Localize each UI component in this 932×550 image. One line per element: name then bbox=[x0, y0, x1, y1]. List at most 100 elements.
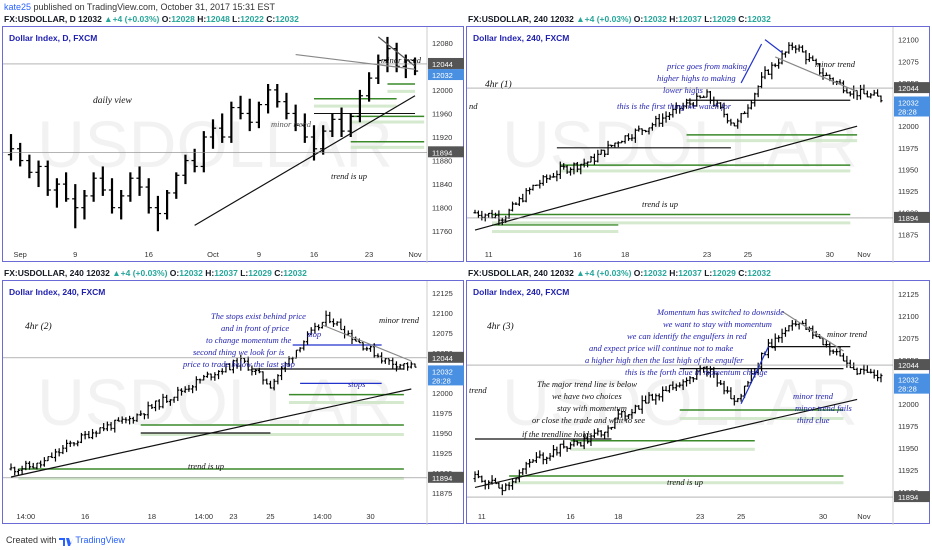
ohlc-bar bbox=[524, 461, 528, 475]
ohlc-bar bbox=[702, 95, 706, 99]
x-tick-label: Nov bbox=[857, 250, 871, 259]
x-tick-label: Sep bbox=[14, 250, 27, 259]
author-link[interactable]: kate25 bbox=[4, 2, 32, 12]
ohlc-bar bbox=[261, 371, 265, 385]
ohlc-bar bbox=[98, 427, 102, 434]
ohlc-bar bbox=[473, 209, 477, 214]
ohlc-bar bbox=[365, 346, 369, 351]
ohlc-bar bbox=[688, 376, 692, 385]
chart-svg-4hr-3: USDOLLAR Dollar Index, 240, FXCM 4hr (3) Mo… bbox=[467, 281, 930, 525]
y-tick-label: 11975 bbox=[898, 144, 918, 153]
ohlc-bar bbox=[50, 452, 54, 459]
ohlc-bar bbox=[369, 345, 373, 352]
ohlc-bar bbox=[599, 430, 603, 438]
ohlc-bar bbox=[780, 328, 784, 343]
ohlc-bar bbox=[72, 442, 76, 447]
ohlc-bar bbox=[480, 475, 484, 483]
annotation: minor trend bbox=[379, 315, 420, 325]
annotation: price to trade below the last stop bbox=[182, 359, 295, 369]
ohlc-bar bbox=[139, 410, 143, 416]
ohlc-bar bbox=[191, 385, 195, 394]
price-tag: 11894 bbox=[432, 474, 452, 483]
ohlc-bar bbox=[739, 112, 743, 124]
ohlc-bar bbox=[569, 442, 573, 450]
ohlc-bar bbox=[39, 460, 43, 468]
ohlc-bar bbox=[490, 209, 494, 219]
ohlc-bar bbox=[246, 98, 253, 132]
ohlc-bar bbox=[487, 212, 491, 218]
ohlc-bar bbox=[255, 101, 263, 129]
ohlc-bar bbox=[783, 51, 787, 58]
ohlc-bar bbox=[265, 378, 269, 385]
ohlc-bar bbox=[630, 408, 634, 419]
ohlc-bar bbox=[630, 134, 634, 142]
y-tick-label: 11925 bbox=[898, 187, 918, 196]
x-tick-label: 23 bbox=[229, 512, 237, 521]
ohlc-bar bbox=[528, 458, 532, 468]
ohlc-bar bbox=[521, 468, 525, 476]
ohlc-bar bbox=[534, 452, 538, 463]
ohlc-bar bbox=[200, 131, 207, 173]
ohlc-bar bbox=[237, 95, 244, 120]
tradingview-brand[interactable]: TradingView bbox=[75, 535, 125, 545]
chart-frame[interactable]: USDOLLAR Dollar Index, 240, FXCM 4hr (1) pr… bbox=[466, 26, 930, 263]
annotation: minor trend bbox=[815, 59, 856, 69]
ohlc-bar bbox=[198, 378, 202, 384]
x-tick-label: 25 bbox=[744, 250, 752, 259]
y-tick-label: 12080 bbox=[432, 39, 453, 48]
view-label: daily view bbox=[93, 96, 132, 106]
ohlc-bar bbox=[627, 414, 631, 419]
ohlc-bar bbox=[872, 89, 876, 96]
y-tick-label: 11960 bbox=[432, 109, 452, 118]
ohlc-bar bbox=[804, 49, 808, 65]
ohlc-bar bbox=[852, 85, 856, 99]
ohlc-bar bbox=[219, 113, 226, 143]
ohlc-bar bbox=[848, 91, 852, 97]
chart-title: Dollar Index, D, FXCM bbox=[9, 33, 97, 43]
y-tick-label: 12125 bbox=[898, 290, 919, 299]
y-tick-label: 11975 bbox=[898, 422, 918, 431]
ohlc-bar bbox=[283, 92, 290, 120]
annotation: to change momentum the bbox=[206, 335, 291, 345]
ohlc-bar bbox=[328, 311, 332, 324]
ohlc-bar bbox=[797, 44, 801, 52]
ohlc-bar bbox=[599, 149, 603, 155]
ohlc-bar bbox=[179, 388, 183, 396]
ohlc-bar bbox=[35, 160, 42, 188]
chart-frame[interactable]: USDOLLAR Dollar Index, 240, FXCM 4hr (2) Th… bbox=[2, 280, 464, 525]
price-tag-bg bbox=[894, 491, 930, 503]
y-tick-label: 11950 bbox=[898, 444, 918, 453]
chart-svg-daily: USDOLLAR Dollar Index, D, FXCM daily view m… bbox=[3, 27, 464, 263]
ohlc-bar bbox=[736, 398, 740, 403]
ohlc-bar bbox=[732, 395, 736, 406]
x-tick-label: 23 bbox=[365, 250, 373, 259]
ohlc-bar bbox=[91, 428, 95, 440]
price-tag-bg bbox=[428, 69, 464, 81]
price-tag: 12032 bbox=[432, 367, 453, 376]
ohlc-bar bbox=[814, 58, 818, 66]
ohlc-bar bbox=[623, 411, 627, 422]
demand-zone bbox=[387, 89, 415, 93]
ohlc-bar bbox=[62, 172, 70, 202]
annotation: third clue bbox=[797, 415, 830, 425]
ohlc-bar bbox=[398, 363, 402, 370]
ohlc-bar bbox=[562, 440, 566, 449]
annotation: if the trendline holds bbox=[522, 429, 593, 439]
ohlc-bar bbox=[109, 422, 113, 431]
ohlc-bar bbox=[667, 112, 671, 121]
chart-frame[interactable]: USDOLLAR Dollar Index, D, FXCM daily view m… bbox=[2, 26, 464, 263]
price-tag-bg bbox=[894, 82, 930, 94]
ohlc-bar bbox=[592, 429, 596, 438]
chart-panel-daily: FX:USDOLLAR, D 12032 ▲+4 (+0.03%) O:1202… bbox=[0, 14, 466, 264]
ohlc-bar bbox=[113, 419, 117, 433]
chart-frame[interactable]: USDOLLAR Dollar Index, 240, FXCM 4hr (3) Mo… bbox=[466, 280, 930, 525]
ohlc-bar bbox=[497, 482, 501, 489]
ohlc-bar bbox=[582, 158, 586, 168]
x-tick-label: 9 bbox=[257, 250, 261, 259]
y-tick-label: 12075 bbox=[432, 329, 453, 338]
ohlc-bar bbox=[301, 113, 308, 143]
ohlc-bar bbox=[667, 384, 671, 393]
ohlc-bar bbox=[335, 321, 339, 326]
ohlc-bar bbox=[671, 381, 675, 391]
trend-line bbox=[377, 36, 416, 67]
